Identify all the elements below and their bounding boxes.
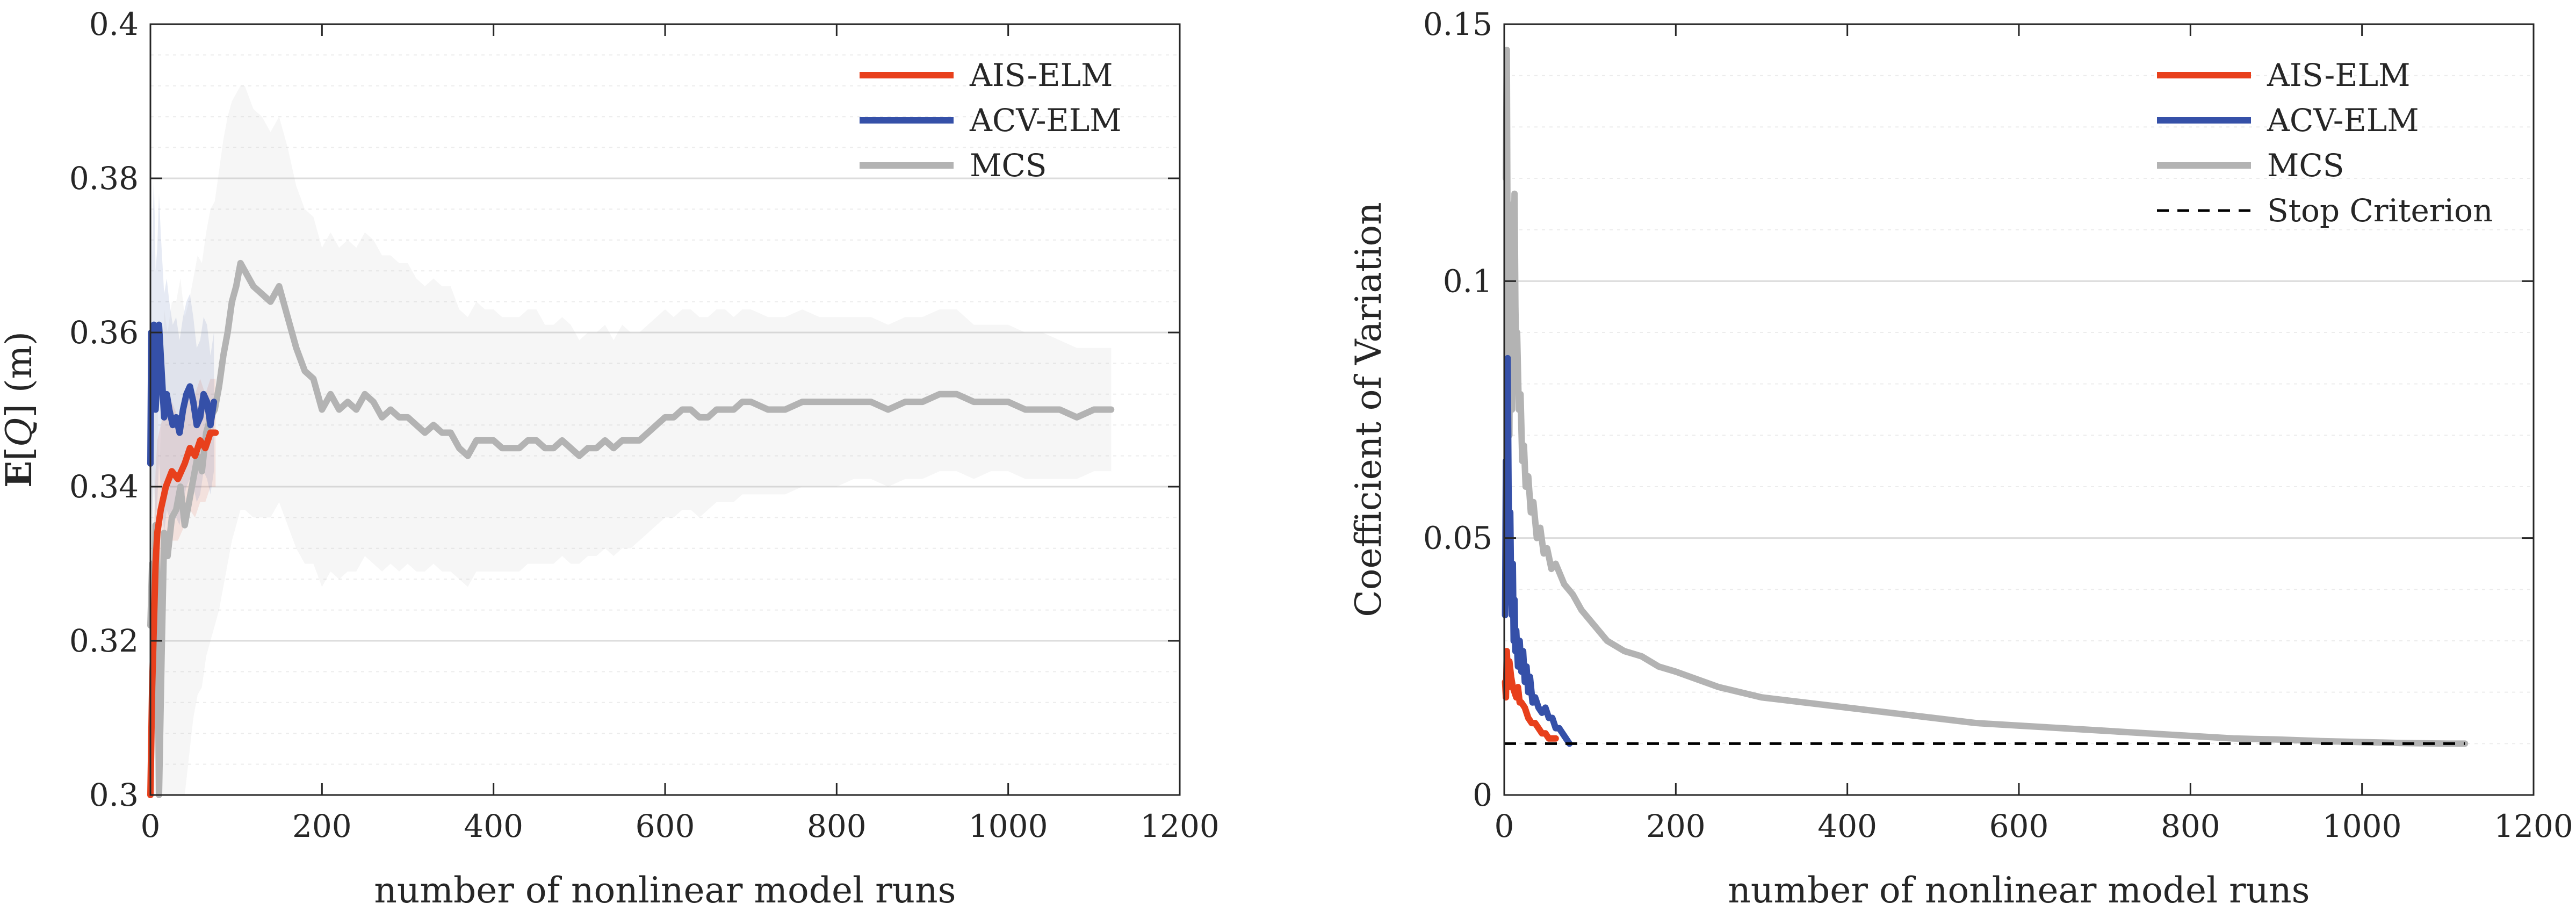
x-tick-label: 400 (464, 808, 523, 844)
y-axis-label: Coefficient of Variation (1348, 202, 1389, 617)
legend-label-stop-criterion: Stop Criterion (2267, 192, 2493, 229)
legend-label-acv-elm: ACV-ELM (2267, 102, 2419, 139)
x-tick-label: 400 (1817, 808, 1877, 844)
legend-label-ais-elm: AIS-ELM (969, 57, 1113, 93)
legend-label-mcs: MCS (970, 147, 1047, 184)
y-tick-label: 0.32 (69, 623, 139, 659)
x-tick-label: 1200 (1140, 808, 1220, 844)
x-axis-label: number of nonlinear model runs (374, 870, 956, 911)
x-tick-label: 600 (1989, 808, 2049, 844)
y-tick-label: 0.05 (1423, 520, 1492, 556)
legend-label-mcs: MCS (2267, 147, 2344, 184)
x-tick-label: 600 (636, 808, 695, 844)
y-axis-label: E[Q] (m) (0, 331, 40, 488)
y-tick-label: 0.36 (69, 314, 139, 351)
x-tick-label: 1000 (969, 808, 1048, 844)
plot-area (1504, 24, 2534, 795)
y-tick-label: 0.38 (69, 160, 139, 197)
x-tick-label: 800 (2161, 808, 2220, 844)
y-tick-label: 0.15 (1423, 6, 1492, 42)
y-tick-label: 0 (1473, 777, 1492, 813)
x-tick-label: 1000 (2322, 808, 2402, 844)
x-tick-label: 200 (292, 808, 352, 844)
mean-chart-panel: 0 200 400 600 800 1000 1200 0.3 0.32 0.34 0.36 0.38… (0, 6, 1220, 911)
y-tick-label: 0.34 (69, 468, 139, 505)
legend-label-acv-elm: ACV-ELM (969, 102, 1122, 139)
x-tick-label: 200 (1646, 808, 1706, 844)
series-mcs (1503, 46, 2469, 747)
x-tick-label: 1200 (2494, 808, 2573, 844)
x-tick-label: 0 (1495, 808, 1514, 844)
y-tick-label: 0.3 (89, 777, 139, 813)
y-tick-label: 0.4 (89, 6, 139, 42)
legend-label-ais-elm: AIS-ELM (2267, 57, 2411, 93)
cov-chart-panel: 0 200 400 600 800 1000 1200 0 0.05 0.1 0.15 number … (1348, 6, 2573, 911)
y-tick-label: 0.1 (1443, 263, 1492, 299)
series-ais-elm (1502, 648, 1559, 742)
x-tick-label: 800 (807, 808, 867, 844)
series-acv-elm (147, 321, 218, 467)
series-ais-elm (147, 429, 219, 798)
x-tick-label: 0 (141, 808, 161, 844)
x-axis-label: number of nonlinear model runs (1728, 870, 2310, 911)
